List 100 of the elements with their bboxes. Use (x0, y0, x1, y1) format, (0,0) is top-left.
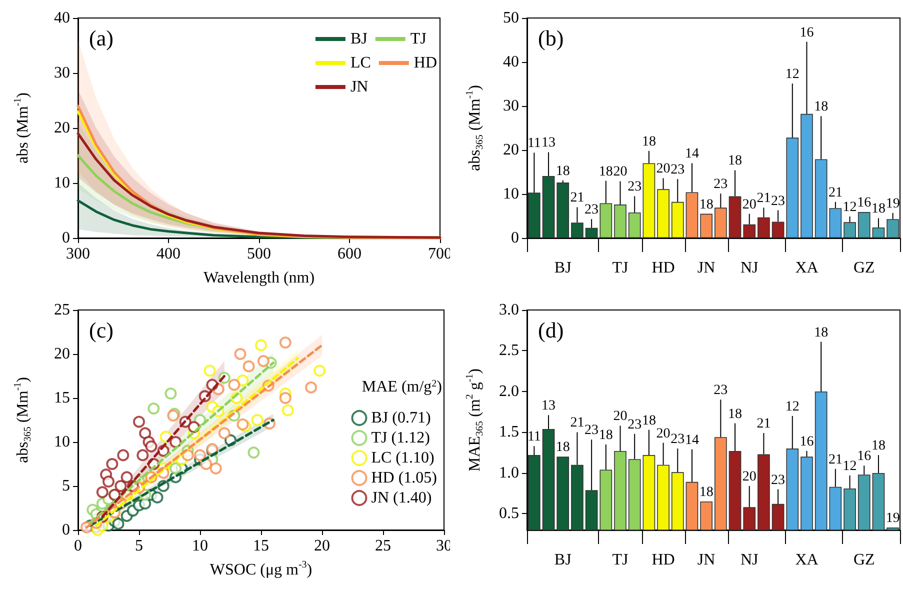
chart-title: (d) (538, 318, 564, 342)
annotation: 18 (556, 164, 570, 179)
annotation: 19 (886, 511, 900, 526)
annotation: 18 (871, 202, 886, 217)
x-tick-label: 600 (338, 246, 362, 262)
annotation: 16 (857, 449, 872, 464)
annotation: 13 (542, 398, 556, 414)
legend-label: JN (1.40) (371, 490, 432, 506)
x-tick-label: XA (795, 260, 819, 276)
x-tick-label: XA (795, 552, 819, 568)
annotation: 21 (828, 185, 842, 200)
annotation: 18 (728, 154, 742, 169)
y-tick-label: 50 (503, 10, 519, 26)
annotation: 12 (842, 200, 857, 215)
x-tick-label: BJ (554, 552, 572, 568)
annotation: 18 (642, 134, 656, 150)
annotation: 23 (771, 472, 786, 488)
y-tick-label: 0 (511, 230, 519, 246)
annotation: 11 (527, 430, 541, 445)
annotation: 18 (699, 484, 714, 500)
y-tick-label: 20 (54, 120, 70, 136)
x-tick-label: 300 (66, 246, 90, 262)
annotation: 23 (584, 423, 599, 438)
annotation: 20 (742, 470, 756, 484)
annotation: 18 (642, 413, 656, 428)
y-axis-title: abs (Mm-1) (12, 92, 32, 164)
annotation: 18 (556, 440, 570, 456)
y-tick-label: 40 (54, 10, 70, 26)
x-tick-label: 20 (314, 538, 330, 554)
x-tick-label: HD (652, 552, 675, 568)
legend-label: BJ (350, 30, 368, 48)
annotation: 23 (771, 194, 786, 209)
x-tick-label: GZ (853, 260, 875, 276)
x-tick-label: BJ (554, 260, 572, 276)
annotation: 18 (871, 438, 886, 454)
chart-title: (c) (89, 318, 114, 342)
annotation: 13 (542, 136, 556, 151)
x-tick-label: JN (697, 260, 716, 276)
chart-title: (b) (538, 26, 564, 50)
legend-label: BJ (0.71) (371, 410, 431, 426)
x-tick-label: GZ (853, 552, 875, 568)
annotation: 12 (785, 67, 800, 82)
x-tick-label: 25 (375, 538, 391, 554)
y-tick-label: 10 (54, 434, 70, 450)
y-tick-label: 0 (62, 522, 70, 538)
annotation: 18 (814, 100, 828, 115)
x-tick-label: 10 (192, 538, 208, 554)
legend-label: LC (1.10) (371, 450, 434, 466)
legend-label: LC (350, 54, 371, 72)
y-tick-label: 40 (503, 54, 519, 70)
annotation: 16 (800, 434, 814, 450)
y-tick-label: 1.5 (499, 424, 519, 441)
annotation: 23 (670, 432, 685, 448)
y-tick-label: 20 (503, 142, 519, 158)
y-tick-label: 25 (54, 302, 70, 318)
y-tick-label: 10 (503, 186, 519, 202)
annotation: 23 (584, 202, 599, 218)
x-tick-label: HD (652, 260, 675, 276)
x-tick-label: 0 (74, 538, 82, 554)
y-tick-label: 0.5 (499, 505, 519, 522)
annotation: 18 (728, 406, 742, 422)
annotation: 23 (628, 180, 642, 195)
y-tick-label: 15 (54, 390, 70, 406)
x-tick-label: TJ (612, 260, 628, 276)
annotation: 18 (598, 164, 613, 180)
annotation: 18 (699, 197, 714, 212)
y-tick-label: 10 (54, 174, 70, 192)
x-tick-label: 5 (135, 538, 143, 554)
annotation: 14 (684, 146, 699, 162)
y-tick-label: 2.5 (499, 342, 519, 360)
annotation: 23 (628, 417, 642, 432)
annotation: 14 (684, 432, 699, 448)
annotation: 23 (670, 162, 685, 178)
annotation: 20 (656, 426, 670, 442)
legend-label: JN (350, 78, 369, 96)
annotation: 21 (756, 191, 771, 206)
annotation: 21 (756, 416, 771, 432)
y-tick-label: 1.0 (499, 464, 519, 482)
annotation: 21 (828, 452, 842, 468)
y-tick-label: 30 (54, 64, 70, 82)
y-axis-title: abs365 (Mm-1) (464, 85, 486, 171)
y-tick-label: 5 (62, 478, 70, 494)
y-tick-label: 3.0 (499, 302, 519, 318)
legend-label: HD (1.05) (371, 470, 437, 486)
legend-label: TJ (410, 30, 426, 48)
x-tick-label: JN (697, 552, 716, 568)
x-tick-label: 15 (253, 538, 269, 554)
annotation: 20 (656, 162, 670, 177)
annotation: 23 (714, 177, 728, 192)
x-tick-label: 400 (156, 246, 180, 262)
annotation: 18 (814, 325, 828, 340)
legend-label: TJ (1.12) (371, 430, 430, 446)
annotation: 20 (742, 197, 756, 212)
annotation: 19 (886, 196, 900, 212)
annotation: 12 (785, 399, 800, 414)
y-axis-title: abs365 (Mm-1) (12, 377, 34, 463)
x-tick-label: NJ (740, 552, 758, 568)
annotation: 20 (613, 164, 628, 180)
annotation: 11 (527, 136, 541, 152)
y-tick-label: 30 (503, 98, 519, 114)
